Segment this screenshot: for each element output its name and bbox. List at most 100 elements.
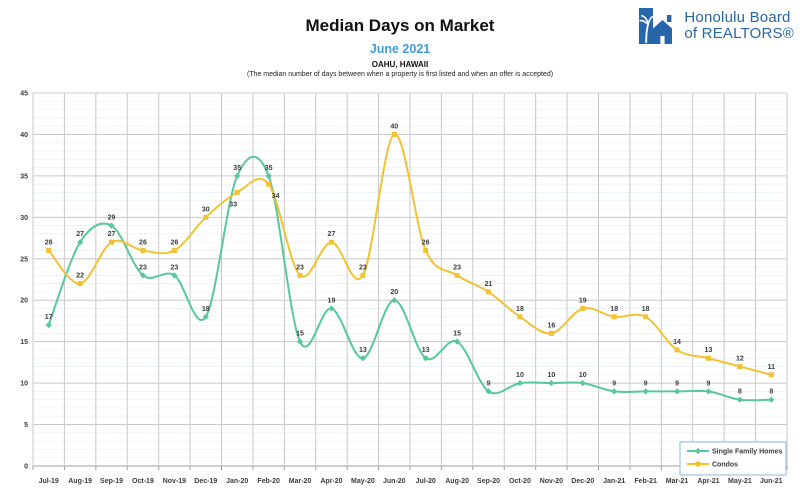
x-tick-label: Aug-19 (68, 478, 92, 485)
vertical-gridlines (32, 93, 788, 470)
x-tick-label: Oct-20 (509, 478, 531, 485)
y-tick-label: 45 (20, 91, 28, 98)
data-point-marker (517, 314, 523, 320)
data-label: 26 (45, 239, 53, 246)
data-point-marker (423, 247, 429, 253)
data-point-marker (737, 364, 743, 370)
data-label: 29 (108, 215, 116, 222)
data-label: 10 (547, 372, 555, 379)
data-label: 9 (644, 380, 648, 387)
data-point-marker (485, 388, 492, 395)
x-tick-label: Jan-20 (226, 478, 248, 485)
logo: Honolulu Board of REALTORS® (637, 5, 794, 47)
x-tick-label: Feb-21 (634, 478, 657, 485)
data-label: 22 (76, 273, 84, 280)
data-label: 13 (422, 347, 430, 354)
data-label: 9 (675, 380, 679, 387)
x-tick-label: Feb-20 (257, 478, 280, 485)
data-label: 30 (202, 206, 210, 213)
x-tick-label: Sep-20 (477, 478, 500, 485)
chart-location: OAHU, HAWAII (371, 60, 429, 69)
data-label: 23 (170, 264, 178, 271)
y-tick-label: 10 (20, 381, 28, 388)
data-label: 13 (359, 347, 367, 354)
x-tick-label: Jun-20 (383, 478, 406, 485)
data-point-marker (768, 372, 774, 378)
y-tick-label: 5 (24, 422, 28, 429)
data-label: 23 (453, 264, 461, 271)
data-point-marker (108, 222, 115, 229)
legend: Single Family Homes Condos (679, 441, 787, 476)
x-tick-label: Sep-19 (100, 478, 123, 485)
chart-subtitle-month: June 2021 (369, 42, 431, 56)
y-tick-label: 15 (20, 339, 28, 346)
data-label: 9 (487, 380, 491, 387)
data-label: 14 (673, 339, 681, 346)
x-tick-label: Jul-20 (416, 478, 436, 485)
logo-text: Honolulu Board of REALTORS® (684, 9, 794, 42)
data-point-marker (642, 388, 649, 395)
data-label: 13 (705, 347, 713, 354)
data-label: 26 (139, 239, 147, 246)
data-point-marker (705, 388, 712, 395)
data-label: 40 (390, 123, 398, 130)
data-point-marker (736, 396, 743, 403)
data-point-marker (109, 239, 115, 245)
x-tick-label: May-21 (728, 478, 752, 485)
data-point-marker (486, 289, 492, 295)
logo-line2: of REALTORS® (684, 25, 794, 42)
legend-label-0: Single Family Homes (712, 449, 783, 456)
x-tick-label: Mar-21 (666, 478, 689, 485)
palm-tree-house-icon (639, 8, 673, 44)
data-label: 23 (139, 264, 147, 271)
data-label: 33 (229, 201, 237, 208)
data-point-marker (454, 338, 461, 345)
y-tick-label: 25 (20, 256, 28, 263)
data-label: 8 (769, 389, 773, 396)
data-label: 20 (390, 289, 398, 296)
data-label: 18 (516, 306, 524, 313)
data-point-marker (516, 379, 524, 387)
data-point-marker (579, 379, 586, 387)
data-point-marker (548, 379, 555, 387)
x-tick-label: Dec-19 (194, 478, 217, 485)
data-point-marker (77, 281, 83, 287)
chart-title: Median Days on Market (305, 16, 495, 35)
legend-marker (695, 461, 701, 467)
data-point-marker (203, 214, 209, 220)
data-point-marker (391, 297, 398, 304)
x-tick-label: Oct-19 (132, 478, 154, 485)
data-label: 26 (170, 239, 178, 246)
x-tick-label: Dec-20 (571, 478, 594, 485)
data-point-marker (673, 388, 681, 395)
median-days-chart: 0 5 10 15 20 25 30 35 40 45 Jul-19 Aug-19 Sep-19 Oct-… (20, 91, 788, 485)
data-label: 15 (296, 331, 304, 338)
y-tick-label: 0 (24, 464, 28, 471)
data-point-marker (454, 272, 460, 278)
data-label: 17 (45, 314, 53, 321)
data-point-marker (611, 314, 617, 320)
data-point-marker (234, 172, 241, 180)
data-label: 27 (76, 231, 84, 238)
data-label: 9 (612, 380, 616, 387)
data-label: 11 (768, 364, 776, 371)
data-label: 35 (233, 165, 241, 172)
data-label: 34 (272, 193, 280, 200)
data-point-marker (202, 313, 209, 320)
data-label: 10 (579, 372, 587, 379)
data-label: 27 (328, 231, 336, 238)
chart-description: (The median number of days between when … (246, 71, 554, 78)
data-point-marker (328, 239, 334, 245)
data-point-marker (46, 247, 52, 253)
data-label: 21 (485, 281, 493, 288)
x-tick-label: Jan-21 (603, 478, 625, 485)
data-label: 26 (422, 239, 430, 246)
x-tick-label: Jun-21 (760, 478, 783, 485)
data-point-marker (422, 355, 429, 362)
data-label: 18 (642, 306, 650, 313)
data-label: 12 (736, 356, 744, 363)
y-tick-label: 35 (20, 173, 28, 180)
data-point-marker (360, 272, 366, 278)
data-point-marker (77, 239, 84, 246)
data-label: 23 (296, 264, 304, 271)
